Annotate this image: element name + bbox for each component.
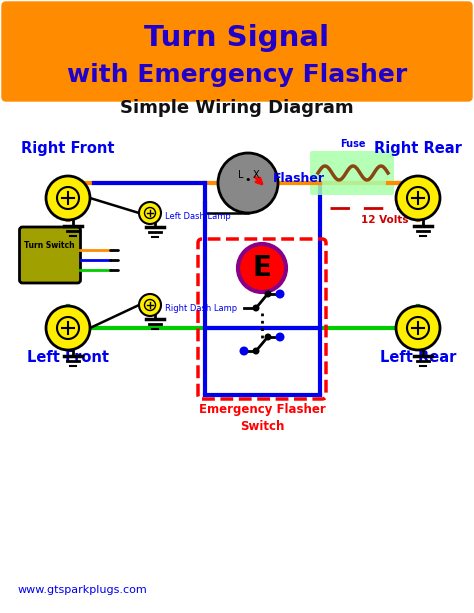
Circle shape	[253, 305, 259, 311]
Text: Simple Wiring Diagram: Simple Wiring Diagram	[120, 99, 354, 117]
Text: with Emergency Flasher: with Emergency Flasher	[67, 63, 407, 87]
Circle shape	[218, 153, 278, 213]
FancyBboxPatch shape	[2, 2, 472, 101]
FancyBboxPatch shape	[310, 151, 394, 195]
Text: E: E	[253, 254, 272, 282]
FancyBboxPatch shape	[19, 227, 81, 283]
Text: Left Front: Left Front	[27, 351, 109, 365]
Circle shape	[264, 333, 272, 340]
Text: 12 Volts: 12 Volts	[361, 215, 409, 225]
Circle shape	[239, 346, 248, 356]
Text: •: •	[245, 175, 251, 185]
Circle shape	[46, 306, 90, 350]
Circle shape	[253, 348, 259, 354]
Text: Turn Signal: Turn Signal	[145, 24, 329, 52]
Circle shape	[238, 244, 286, 292]
Text: Left Dash Lamp: Left Dash Lamp	[165, 211, 231, 221]
Circle shape	[46, 176, 90, 220]
Circle shape	[275, 289, 284, 299]
Circle shape	[139, 202, 161, 224]
Circle shape	[264, 291, 272, 297]
Text: Right Rear: Right Rear	[374, 140, 462, 156]
Text: Flasher: Flasher	[273, 172, 325, 185]
Text: L: L	[238, 170, 244, 180]
Text: X: X	[253, 170, 259, 180]
Circle shape	[275, 332, 284, 341]
Circle shape	[396, 176, 440, 220]
Circle shape	[396, 306, 440, 350]
Text: Right Front: Right Front	[21, 140, 115, 156]
Circle shape	[139, 294, 161, 316]
Text: www.gtsparkplugs.com: www.gtsparkplugs.com	[18, 585, 148, 595]
Text: Right Dash Lamp: Right Dash Lamp	[165, 303, 237, 313]
Text: Fuse: Fuse	[340, 139, 366, 149]
Text: Emergency Flasher
Switch: Emergency Flasher Switch	[199, 403, 325, 433]
Text: Turn Switch: Turn Switch	[24, 240, 74, 249]
Text: Left Rear: Left Rear	[380, 351, 456, 365]
